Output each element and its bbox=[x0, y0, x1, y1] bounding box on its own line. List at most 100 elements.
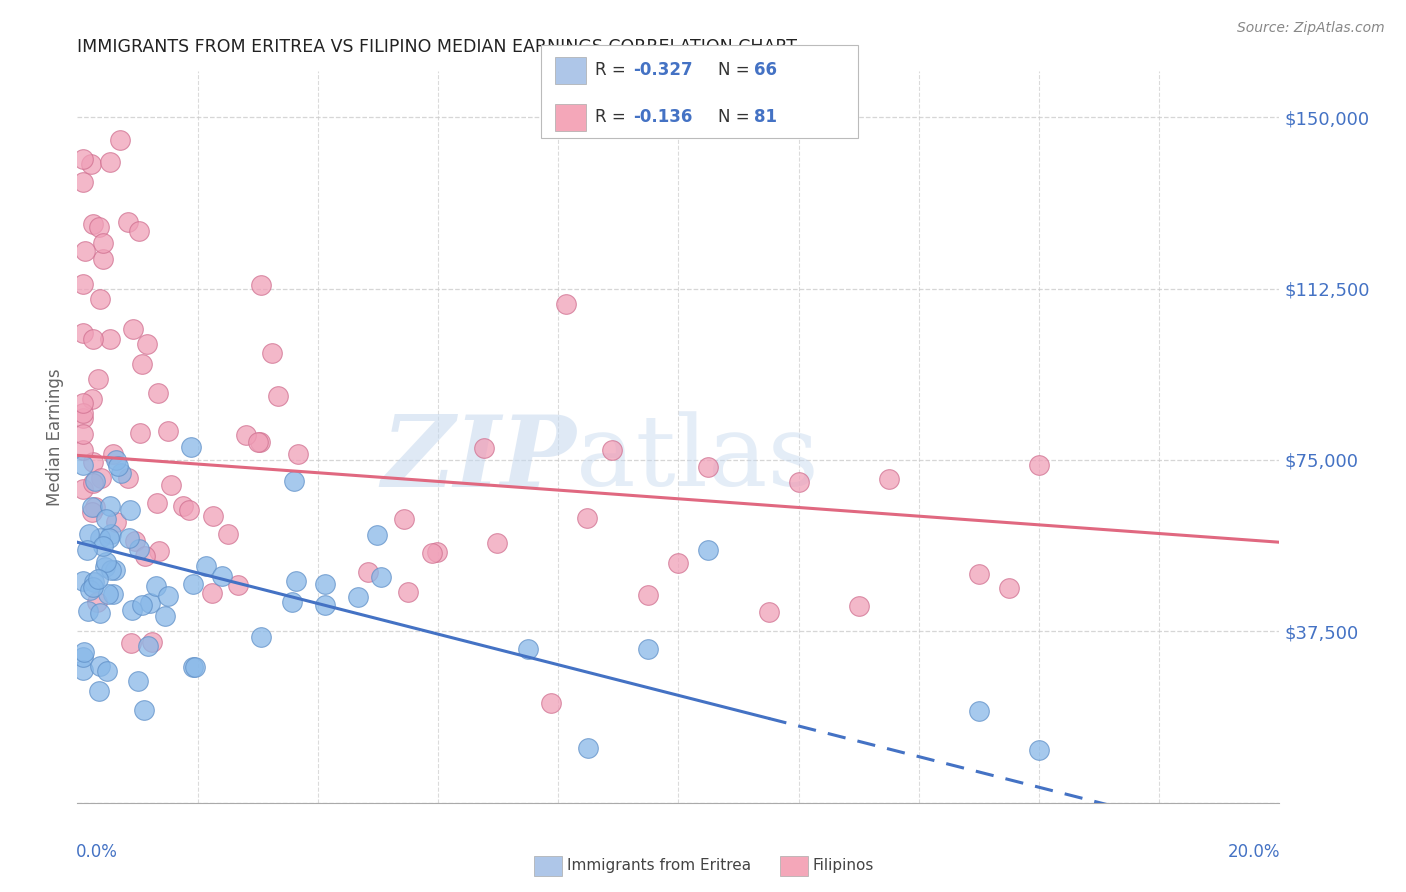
Point bbox=[250, 630, 273, 644]
Point bbox=[141, 634, 163, 648]
Point bbox=[370, 570, 392, 584]
Point bbox=[77, 526, 100, 541]
Text: -0.136: -0.136 bbox=[633, 108, 692, 126]
Point bbox=[396, 585, 419, 599]
Point bbox=[181, 660, 204, 674]
Point bbox=[83, 574, 105, 589]
Point bbox=[576, 741, 599, 756]
Point bbox=[195, 559, 218, 574]
Point bbox=[75, 244, 97, 258]
Point bbox=[84, 474, 107, 488]
Point bbox=[260, 346, 283, 360]
Y-axis label: Median Earnings: Median Earnings bbox=[46, 368, 65, 506]
Text: Source: ZipAtlas.com: Source: ZipAtlas.com bbox=[1237, 21, 1385, 35]
Point bbox=[128, 223, 150, 237]
Point bbox=[1028, 742, 1050, 756]
Text: Immigrants from Eritrea: Immigrants from Eritrea bbox=[567, 858, 751, 872]
Point bbox=[98, 499, 121, 513]
Point bbox=[283, 474, 305, 488]
Point bbox=[848, 599, 870, 613]
Point bbox=[98, 332, 121, 346]
Text: IMMIGRANTS FROM ERITREA VS FILIPINO MEDIAN EARNINGS CORRELATION CHART: IMMIGRANTS FROM ERITREA VS FILIPINO MEDI… bbox=[77, 38, 797, 56]
Point bbox=[576, 511, 599, 525]
Point bbox=[89, 683, 111, 698]
Point bbox=[91, 539, 114, 553]
Text: N =: N = bbox=[718, 62, 755, 79]
Point bbox=[72, 482, 94, 496]
Point bbox=[72, 663, 94, 677]
Point bbox=[146, 496, 169, 510]
Point bbox=[82, 455, 104, 469]
Text: 0.0%: 0.0% bbox=[76, 843, 118, 861]
Point bbox=[211, 568, 233, 582]
Point bbox=[117, 471, 139, 485]
Point bbox=[181, 576, 204, 591]
Point bbox=[97, 587, 120, 601]
Point bbox=[357, 565, 380, 579]
Point bbox=[131, 598, 153, 612]
Point bbox=[87, 572, 110, 586]
Point bbox=[998, 581, 1021, 595]
Point bbox=[426, 545, 449, 559]
Point bbox=[967, 704, 990, 718]
Point bbox=[87, 219, 110, 234]
Point bbox=[124, 533, 146, 548]
Point bbox=[314, 577, 336, 591]
Point bbox=[89, 292, 111, 306]
Point bbox=[697, 543, 720, 558]
Point bbox=[249, 435, 271, 450]
Point bbox=[89, 531, 111, 545]
Point bbox=[80, 392, 103, 406]
Point bbox=[72, 410, 94, 425]
Point bbox=[135, 337, 157, 351]
Point bbox=[366, 528, 388, 542]
Point bbox=[110, 132, 132, 146]
Text: -0.327: -0.327 bbox=[633, 62, 692, 79]
Point bbox=[139, 596, 162, 610]
Text: R =: R = bbox=[595, 62, 631, 79]
Point bbox=[517, 641, 540, 656]
Point bbox=[120, 635, 142, 649]
Point bbox=[72, 574, 94, 589]
Point bbox=[554, 297, 576, 311]
Point bbox=[156, 424, 179, 438]
Point bbox=[79, 582, 101, 597]
Point bbox=[120, 503, 142, 517]
Point bbox=[180, 440, 202, 454]
Point bbox=[637, 588, 659, 602]
Point bbox=[110, 466, 132, 480]
Point bbox=[89, 659, 111, 673]
Point bbox=[160, 478, 183, 492]
Point bbox=[72, 326, 94, 341]
Point bbox=[77, 604, 100, 618]
Point bbox=[267, 389, 290, 403]
Point bbox=[486, 536, 509, 550]
Text: 81: 81 bbox=[754, 108, 776, 126]
Point bbox=[148, 544, 170, 558]
Point bbox=[134, 549, 156, 563]
Point bbox=[73, 645, 96, 659]
Point bbox=[82, 476, 104, 491]
Point bbox=[146, 386, 169, 401]
Point bbox=[136, 640, 159, 654]
Text: Filipinos: Filipinos bbox=[813, 858, 875, 872]
Point bbox=[72, 152, 94, 166]
Point bbox=[89, 606, 111, 620]
Point bbox=[82, 580, 104, 594]
Point bbox=[72, 458, 94, 473]
Point bbox=[281, 595, 304, 609]
Point bbox=[217, 526, 239, 541]
Point bbox=[100, 155, 122, 169]
Point bbox=[392, 512, 415, 526]
Point bbox=[131, 357, 153, 371]
Point bbox=[540, 696, 562, 710]
Text: 20.0%: 20.0% bbox=[1229, 843, 1281, 861]
Point bbox=[877, 472, 900, 486]
Point bbox=[228, 578, 250, 592]
Point bbox=[72, 427, 94, 442]
Point bbox=[72, 395, 94, 409]
Text: 66: 66 bbox=[754, 62, 776, 79]
Point bbox=[201, 509, 224, 524]
Point bbox=[153, 609, 176, 624]
Point bbox=[127, 673, 149, 688]
